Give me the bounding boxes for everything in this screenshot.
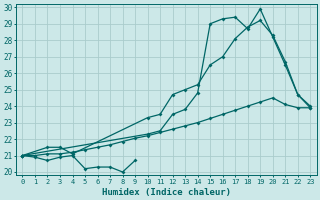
X-axis label: Humidex (Indice chaleur): Humidex (Indice chaleur) bbox=[102, 188, 231, 197]
